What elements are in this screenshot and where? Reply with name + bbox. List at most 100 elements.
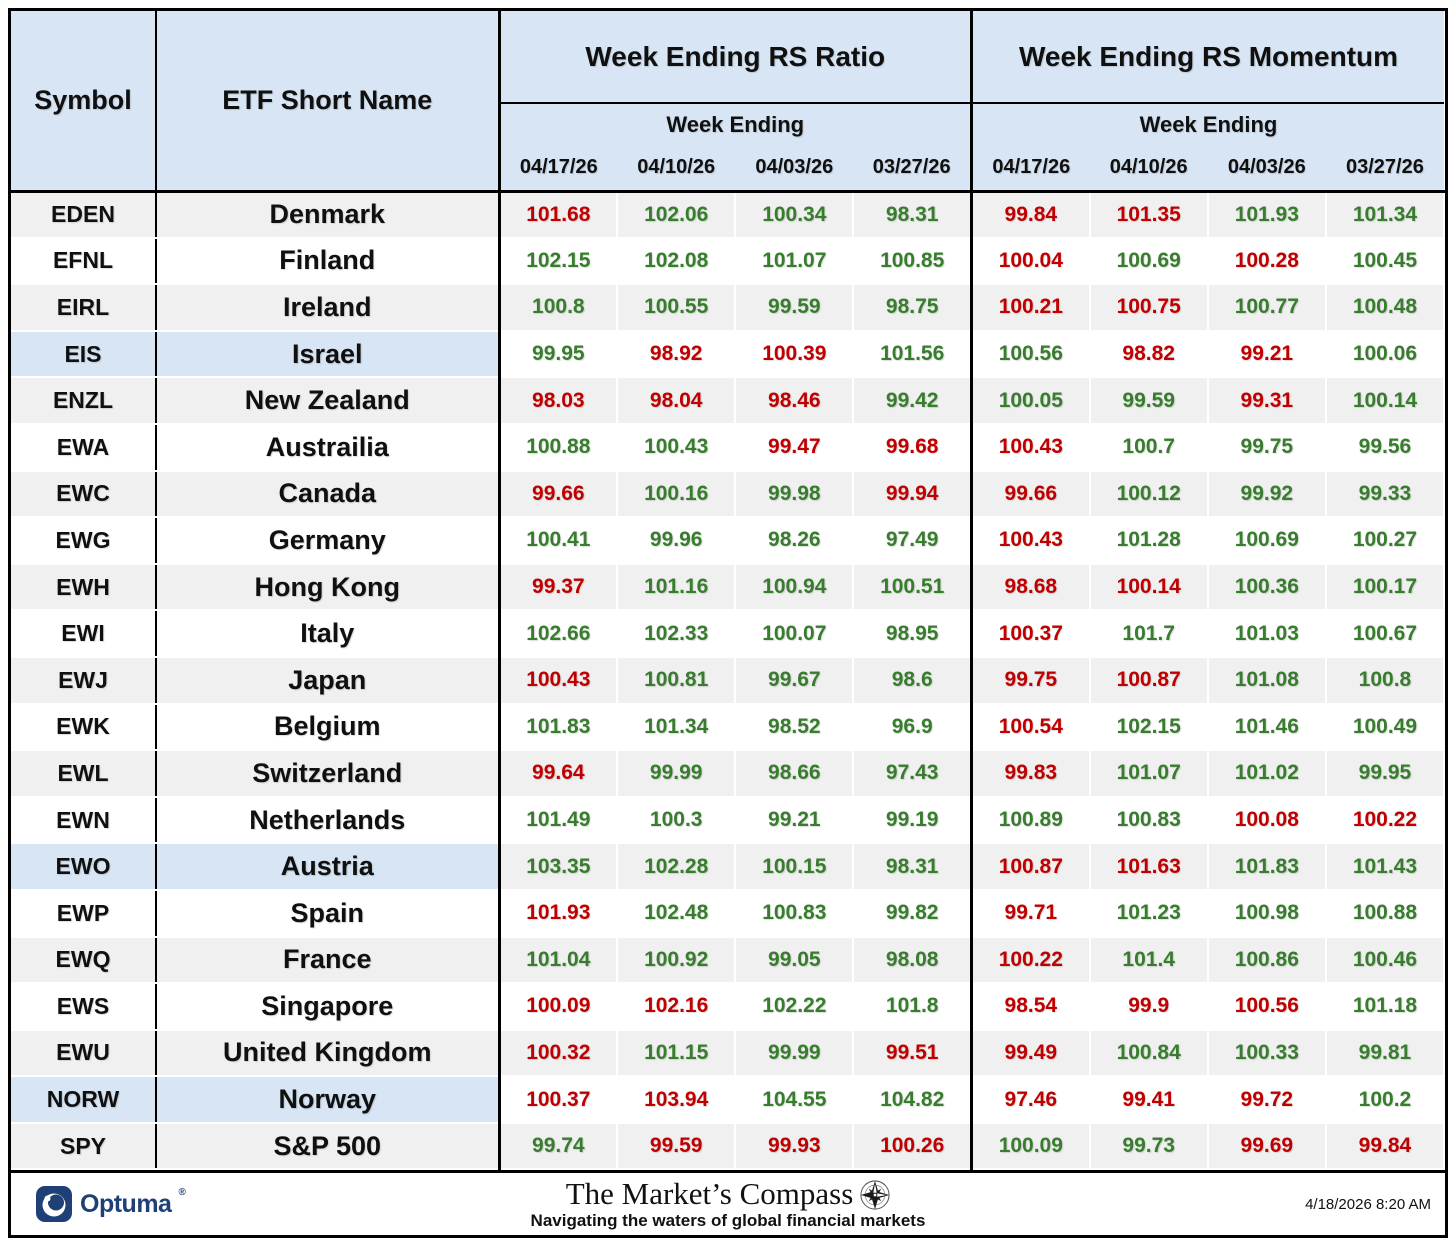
rs-ratio-value: 99.94 (852, 469, 974, 519)
rs-momentum-value: 98.68 (970, 562, 1091, 612)
symbol-cell: EWP (11, 888, 157, 938)
rs-ratio-value: 102.06 (616, 190, 737, 239)
etf-name-cell: Austrailia (156, 422, 501, 472)
rs-momentum-value: 100.98 (1206, 888, 1327, 938)
symbol-cell: EWU (11, 1028, 157, 1078)
ratio-date-header: 04/03/26 (735, 145, 854, 193)
rs-momentum-value: 100.89 (970, 795, 1091, 845)
rs-momentum-value: 100.87 (970, 842, 1091, 891)
table-row: EIS Israel 99.95 98.92 100.39 101.56 100.56 98.… (11, 329, 1446, 379)
rs-momentum-value: 99.49 (970, 1028, 1091, 1078)
week-ending-label-momentum: Week Ending (971, 103, 1444, 145)
rs-momentum-value: 100.77 (1206, 283, 1327, 332)
rs-ratio-value: 99.67 (734, 655, 855, 705)
symbol-cell: EIRL (11, 283, 157, 332)
rs-momentum-value: 101.34 (1324, 190, 1446, 239)
rs-momentum-value: 101.93 (1206, 190, 1327, 239)
etf-name-cell: Italy (156, 609, 501, 658)
rs-ratio-value: 98.52 (734, 702, 855, 752)
rs-ratio-value: 104.55 (734, 1075, 855, 1124)
rs-ratio-value: 101.68 (497, 190, 619, 239)
rs-ratio-value: 101.15 (616, 1028, 737, 1078)
etf-name-cell: Singapore (156, 982, 501, 1031)
table-row: EWH Hong Kong 99.37 101.16 100.94 100.51 98.68… (11, 562, 1446, 612)
rs-ratio-value: 101.16 (616, 562, 737, 612)
etf-name-cell: New Zealand (156, 376, 501, 425)
etf-name-cell: Israel (156, 329, 501, 379)
rs-momentum-value: 100.04 (970, 236, 1091, 286)
rs-ratio-value: 99.64 (497, 749, 619, 798)
rs-ratio-value: 102.08 (616, 236, 737, 286)
rs-ratio-value: 98.92 (616, 329, 737, 379)
rs-ratio-value: 98.08 (852, 935, 974, 985)
report-frame: Symbol ETF Short Name Week Ending RS Rat… (8, 8, 1448, 1238)
table-row: EFNL Finland 102.15 102.08 101.07 100.85 100.0… (11, 236, 1446, 286)
table-row: NORW Norway 100.37 103.94 104.55 104.82 97.46 9… (11, 1075, 1446, 1124)
rs-ratio-value: 99.66 (497, 469, 619, 519)
masthead: The Market’s Compass Navigating the wate… (531, 1178, 926, 1229)
rs-momentum-value: 100.36 (1206, 562, 1327, 612)
rs-momentum-value: 100.43 (970, 516, 1091, 565)
rs-ratio-value: 99.74 (497, 1121, 619, 1171)
etf-name-cell: Denmark (156, 190, 501, 239)
rs-momentum-value: 101.23 (1088, 888, 1209, 938)
rs-momentum-value: 99.92 (1206, 469, 1327, 519)
symbol-cell: EWL (11, 749, 157, 798)
rs-momentum-value: 102.15 (1088, 702, 1209, 752)
symbol-cell: EWC (11, 469, 157, 519)
rs-ratio-value: 104.82 (852, 1075, 974, 1124)
table-row: SPY S&P 500 99.74 99.59 99.93 100.26 100.09 99.… (11, 1121, 1446, 1171)
rs-momentum-value: 100.06 (1324, 329, 1446, 379)
table-row: EWQ France 101.04 100.92 99.05 98.08 100.22 101… (11, 935, 1446, 985)
rs-momentum-value: 99.84 (970, 190, 1091, 239)
rs-ratio-value: 98.66 (734, 749, 855, 798)
etf-name-cell: Finland (156, 236, 501, 286)
etf-name-cell: Norway (156, 1075, 501, 1124)
rs-momentum-value: 100.12 (1088, 469, 1209, 519)
rs-ratio-value: 96.9 (852, 702, 974, 752)
rs-momentum-value: 99.21 (1206, 329, 1327, 379)
rs-momentum-value: 101.03 (1206, 609, 1327, 658)
rs-momentum-value: 99.72 (1206, 1075, 1327, 1124)
rs-momentum-value: 100.7 (1088, 422, 1209, 472)
rs-ratio-value: 99.82 (852, 888, 974, 938)
rs-ratio-value: 101.8 (852, 982, 974, 1031)
compass-rose-icon (860, 1179, 890, 1210)
rs-ratio-value: 102.33 (616, 609, 737, 658)
table-row: EIRL Ireland 100.8 100.55 99.59 98.75 100.21 10… (11, 283, 1446, 332)
rs-momentum-group-header: Week Ending RS Momentum (971, 11, 1444, 104)
rs-ratio-value: 100.41 (497, 516, 619, 565)
rs-ratio-value: 98.46 (734, 376, 855, 425)
rs-ratio-value: 100.8 (497, 283, 619, 332)
etf-name-cell: Hong Kong (156, 562, 501, 612)
rs-momentum-value: 101.28 (1088, 516, 1209, 565)
rs-momentum-value: 99.83 (970, 749, 1091, 798)
symbol-cell: EWQ (11, 935, 157, 985)
etf-name-cell: Netherlands (156, 795, 501, 845)
table-row: EWC Canada 99.66 100.16 99.98 99.94 99.66 100.1… (11, 469, 1446, 519)
ratio-date-header: 04/10/26 (617, 145, 736, 193)
etf-name-cell: Belgium (156, 702, 501, 752)
rs-momentum-value: 99.56 (1324, 422, 1446, 472)
rs-ratio-value: 99.99 (616, 749, 737, 798)
rs-ratio-value: 98.95 (852, 609, 974, 658)
footer: Optuma ® The Market’s Compass Navigating… (11, 1170, 1445, 1235)
rs-ratio-value: 100.92 (616, 935, 737, 985)
symbol-cell: EIS (11, 329, 157, 379)
rs-momentum-value: 99.41 (1088, 1075, 1209, 1124)
rs-momentum-value: 99.31 (1206, 376, 1327, 425)
rs-ratio-value: 99.68 (852, 422, 974, 472)
rs-momentum-value: 99.69 (1206, 1121, 1327, 1171)
rs-ratio-value: 98.03 (497, 376, 619, 425)
momentum-date-header: 04/03/26 (1207, 145, 1326, 193)
rs-momentum-value: 101.02 (1206, 749, 1327, 798)
rs-momentum-value: 100.37 (970, 609, 1091, 658)
etf-name-cell: S&P 500 (156, 1121, 501, 1171)
rs-momentum-value: 100.56 (970, 329, 1091, 379)
rs-ratio-value: 98.26 (734, 516, 855, 565)
rs-ratio-value: 99.96 (616, 516, 737, 565)
rs-momentum-value: 100.56 (1206, 982, 1327, 1031)
etf-name-cell: Ireland (156, 283, 501, 332)
rs-ratio-value: 100.94 (734, 562, 855, 612)
registered-trademark: ® (178, 1187, 186, 1198)
